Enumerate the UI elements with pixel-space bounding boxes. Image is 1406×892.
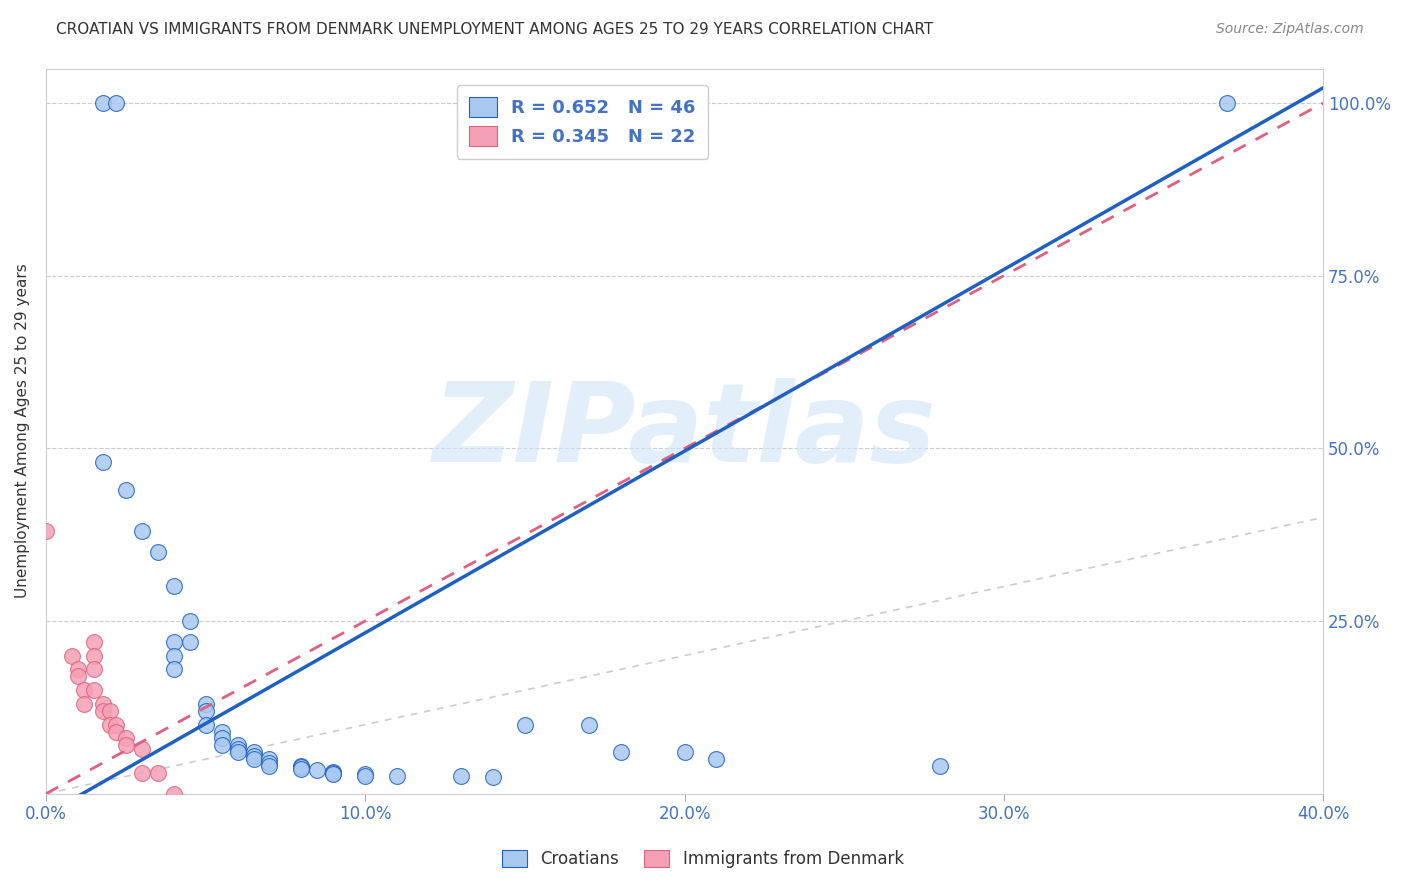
Point: [226, 739, 249, 753]
Point: [66, 662, 89, 676]
Point: [929, 759, 952, 773]
Point: [131, 524, 153, 539]
Point: [93, 697, 115, 711]
Point: [163, 662, 186, 676]
Point: [482, 770, 505, 784]
Point: [259, 756, 281, 770]
Point: [322, 767, 344, 781]
Point: [163, 634, 186, 648]
Point: [322, 764, 344, 779]
Point: [211, 739, 233, 753]
Point: [163, 787, 186, 801]
Point: [385, 769, 408, 783]
Point: [60, 648, 83, 663]
Point: [83, 634, 105, 648]
Point: [578, 717, 600, 731]
Point: [194, 717, 217, 731]
Point: [93, 704, 115, 718]
Point: [513, 717, 536, 731]
Text: CROATIAN VS IMMIGRANTS FROM DENMARK UNEMPLOYMENT AMONG AGES 25 TO 29 YEARS CORRE: CROATIAN VS IMMIGRANTS FROM DENMARK UNEM…: [56, 22, 934, 37]
Point: [226, 745, 249, 759]
Point: [354, 769, 377, 783]
Point: [131, 741, 153, 756]
Point: [609, 745, 631, 759]
Point: [98, 717, 121, 731]
Point: [211, 731, 233, 746]
Point: [93, 96, 115, 111]
Point: [146, 766, 169, 780]
Point: [83, 683, 105, 698]
Point: [83, 662, 105, 676]
Point: [105, 96, 128, 111]
Point: [450, 769, 472, 783]
Point: [194, 704, 217, 718]
Text: ZIPatlas: ZIPatlas: [433, 377, 936, 484]
Point: [105, 724, 128, 739]
Point: [98, 704, 121, 718]
Point: [673, 745, 696, 759]
Point: [73, 683, 96, 698]
Point: [290, 759, 312, 773]
Point: [35, 524, 58, 539]
Point: [259, 759, 281, 773]
Point: [114, 739, 136, 753]
Point: [194, 697, 217, 711]
Point: [163, 648, 186, 663]
Point: [179, 634, 201, 648]
Point: [354, 767, 377, 781]
Point: [226, 741, 249, 756]
Point: [242, 752, 264, 766]
Point: [290, 760, 312, 774]
Point: [73, 697, 96, 711]
Y-axis label: Unemployment Among Ages 25 to 29 years: Unemployment Among Ages 25 to 29 years: [15, 264, 30, 599]
Point: [211, 724, 233, 739]
Point: [242, 748, 264, 763]
Point: [290, 762, 312, 776]
Point: [105, 717, 128, 731]
Point: [83, 648, 105, 663]
Point: [259, 752, 281, 766]
Point: [706, 752, 728, 766]
Point: [66, 669, 89, 683]
Point: [179, 614, 201, 628]
Point: [93, 455, 115, 469]
Legend: Croatians, Immigrants from Denmark: Croatians, Immigrants from Denmark: [495, 843, 911, 875]
Legend: R = 0.652   N = 46, R = 0.345   N = 22: R = 0.652 N = 46, R = 0.345 N = 22: [457, 85, 709, 159]
Point: [242, 745, 264, 759]
Point: [307, 763, 329, 777]
Point: [163, 579, 186, 593]
Point: [1216, 96, 1239, 111]
Point: [146, 545, 169, 559]
Text: Source: ZipAtlas.com: Source: ZipAtlas.com: [1216, 22, 1364, 37]
Point: [322, 766, 344, 780]
Point: [131, 766, 153, 780]
Point: [114, 483, 136, 497]
Point: [114, 731, 136, 746]
